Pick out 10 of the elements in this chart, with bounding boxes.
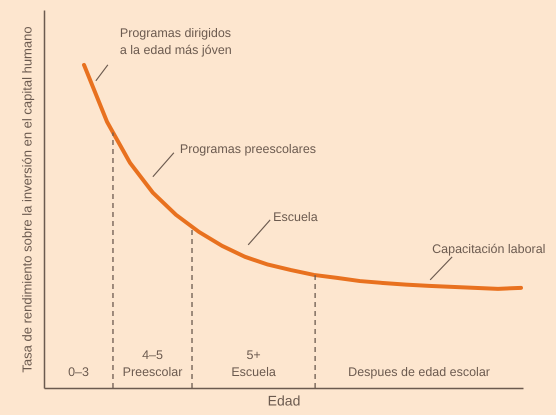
annotation: 5+ Escuela: [231, 348, 276, 379]
annotation: Capacitación laboral: [432, 242, 546, 256]
annotation: Escuela: [273, 210, 318, 224]
annotation: 0–3: [68, 365, 89, 379]
x-axis-title: Edad: [268, 392, 300, 408]
annotation: 4–5 Preescolar: [122, 348, 182, 379]
y-axis-title: Tasa de rendimiento sobre la inversión en el capital humano: [20, 26, 34, 373]
annotation: Programas preescolares: [180, 142, 316, 156]
text: Programas dirigidos a la edad más jóven: [120, 26, 232, 57]
annotation: Despues de edad escolar: [348, 365, 490, 379]
